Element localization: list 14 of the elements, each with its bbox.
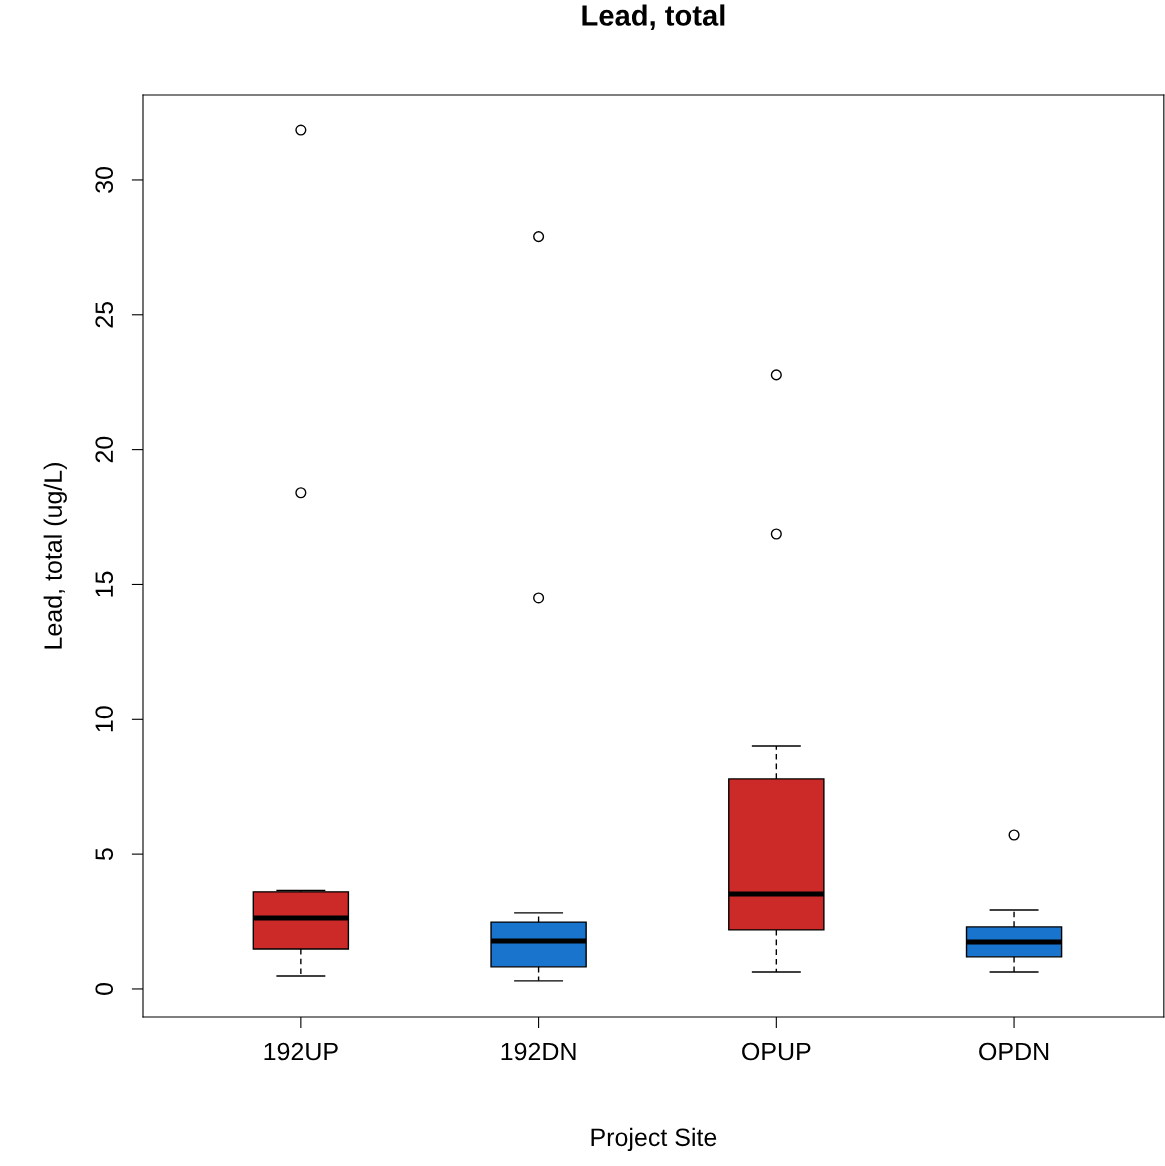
y-tick-label: 10 <box>95 706 114 732</box>
y-tick-label: 25 <box>95 301 114 328</box>
x-axis-title: Project Site <box>591 1127 717 1152</box>
y-tick-label: 0 <box>95 982 114 995</box>
y-tick-label: 20 <box>95 436 114 463</box>
y-tick-label: 5 <box>95 848 114 861</box>
x-tick-label: 192DN <box>501 1042 576 1061</box>
x-tick-label: 192UP <box>264 1042 338 1061</box>
y-axis-title: Lead, total (ug/L) <box>43 463 67 649</box>
y-tick-label: 15 <box>95 571 114 597</box>
x-tick-label: OPDN <box>979 1042 1049 1061</box>
chart-title: Lead, total <box>582 4 725 31</box>
x-tick-label: OPUP <box>742 1042 811 1061</box>
y-tick-label: 30 <box>95 167 114 193</box>
